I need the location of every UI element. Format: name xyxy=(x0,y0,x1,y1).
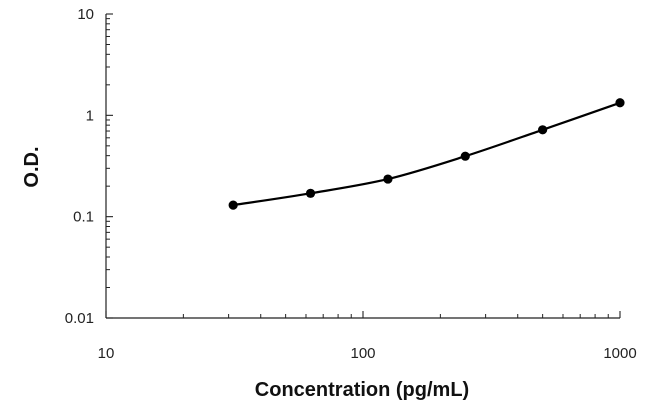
data-point xyxy=(461,152,470,161)
y-tick-label: 0.1 xyxy=(73,209,94,226)
axis-ticks xyxy=(106,14,620,318)
x-tick-label: 1000 xyxy=(603,345,636,362)
tick-labels: 0.01 0.1 1 10 10 100 1000 xyxy=(65,6,637,362)
y-tick-label: 1 xyxy=(86,107,94,124)
fit-curve xyxy=(233,103,620,205)
data-point xyxy=(229,201,238,210)
axes xyxy=(106,14,620,318)
y-axis-title: O.D. xyxy=(21,146,43,187)
x-tick-label: 10 xyxy=(98,345,115,362)
y-tick-label: 10 xyxy=(77,6,94,23)
data-point xyxy=(383,174,392,183)
data-point xyxy=(306,189,315,198)
data-series xyxy=(229,98,625,210)
y-tick-label: 0.01 xyxy=(65,310,94,327)
data-point xyxy=(538,125,547,134)
data-point xyxy=(615,98,624,107)
x-axis-title: Concentration (pg/mL) xyxy=(255,379,469,401)
x-tick-label: 100 xyxy=(350,345,375,362)
